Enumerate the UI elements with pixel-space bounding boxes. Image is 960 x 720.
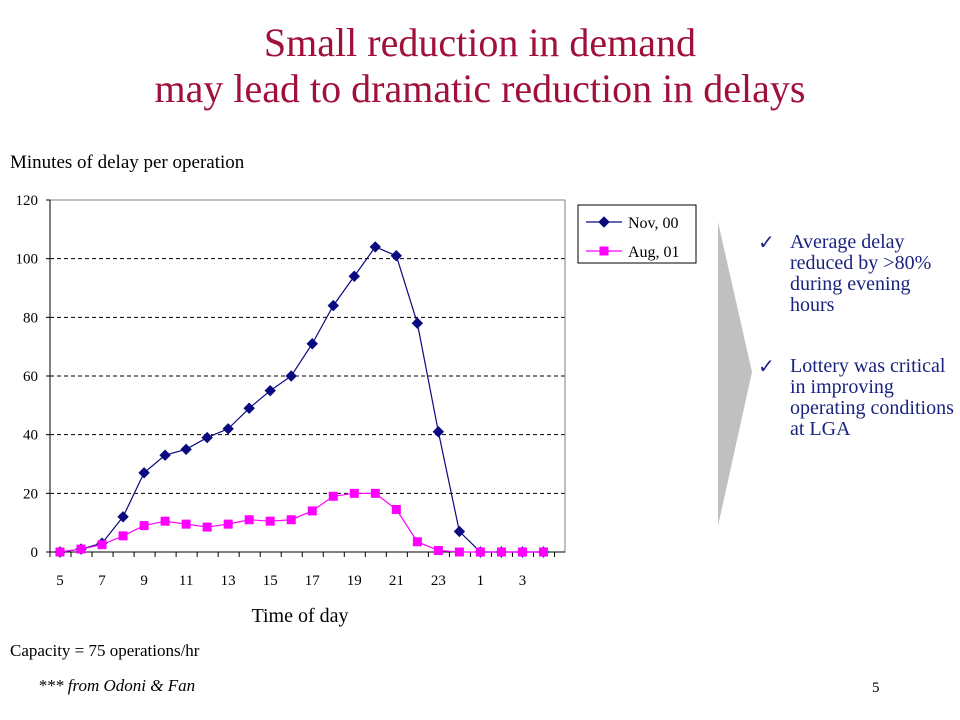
x-tick-label: 23 xyxy=(431,573,446,589)
data-point-aug xyxy=(244,515,254,525)
data-point-nov xyxy=(264,384,276,397)
checkmark-icon: ✓ xyxy=(758,354,775,378)
capacity-note: Capacity = 75 operations/hr xyxy=(10,641,200,660)
x-tick-label: 15 xyxy=(263,573,278,589)
data-point-aug xyxy=(454,547,464,557)
title-line-1: Small reduction in demand xyxy=(263,20,697,65)
data-point-nov xyxy=(348,270,360,282)
data-point-aug xyxy=(496,547,506,557)
y-tick-label: 40 xyxy=(23,428,38,444)
slide-title: Small reduction in demand may lead to dr… xyxy=(0,20,960,112)
data-point-aug xyxy=(223,519,233,529)
data-point-aug xyxy=(118,531,128,541)
data-point-nov xyxy=(159,449,171,461)
x-tick-label: 7 xyxy=(98,573,106,589)
data-point-aug xyxy=(307,506,317,516)
legend-label: Aug, 01 xyxy=(628,244,680,261)
x-tick-label: 17 xyxy=(305,573,321,589)
y-tick-label: 120 xyxy=(16,193,39,209)
data-point-nov xyxy=(306,338,318,350)
bullet-item-lottery: ✓ Lottery was critical in improving oper… xyxy=(758,356,958,440)
chart-gridlines xyxy=(50,258,565,494)
x-tick-label: 19 xyxy=(347,573,362,589)
data-point-nov xyxy=(117,511,129,523)
y-tick-label: 0 xyxy=(31,545,39,561)
y-tick-label: 80 xyxy=(23,310,38,326)
bullet-text: Lottery was critical in improving operat… xyxy=(790,355,954,440)
chart-series-lines xyxy=(54,241,550,558)
data-point-aug xyxy=(433,546,443,556)
legend-marker xyxy=(598,216,610,228)
data-point-aug xyxy=(265,516,275,526)
data-point-nov xyxy=(390,250,403,262)
data-point-aug xyxy=(475,547,485,557)
data-point-aug xyxy=(328,491,338,501)
data-point-nov xyxy=(432,426,445,438)
chart-legend: Nov, 00 Aug, 01 xyxy=(577,204,697,264)
data-point-aug xyxy=(370,488,380,498)
x-tick-label: 9 xyxy=(140,573,148,589)
chevron-arrow-shape xyxy=(718,222,752,526)
data-point-aug xyxy=(55,547,65,557)
data-point-nov xyxy=(180,443,192,456)
data-point-nov xyxy=(222,423,234,435)
data-point-aug xyxy=(97,540,107,550)
legend-box xyxy=(577,204,697,264)
data-point-aug xyxy=(139,521,149,531)
checkmark-icon: ✓ xyxy=(758,230,775,254)
page-number: 5 xyxy=(872,680,880,696)
legend-marker xyxy=(599,246,609,256)
data-point-nov xyxy=(411,317,424,329)
x-tick-label: 21 xyxy=(389,573,404,589)
bullet-list: ✓ Average delay reduced by >80% during e… xyxy=(758,232,958,480)
y-tick-label: 20 xyxy=(23,486,38,502)
data-point-aug xyxy=(349,488,359,498)
series-line-nov xyxy=(59,246,544,553)
data-point-nov xyxy=(327,299,339,312)
data-point-aug xyxy=(517,547,527,557)
data-point-aug xyxy=(160,516,170,526)
x-tick-label: 13 xyxy=(221,573,236,589)
source-note: *** from Odoni & Fan xyxy=(38,676,196,695)
title-line-2: may lead to dramatic reduction in delays xyxy=(154,66,806,111)
bullet-text: Average delay reduced by >80% during eve… xyxy=(790,231,932,316)
y-axis-label: Minutes of delay per operation xyxy=(10,152,245,173)
data-point-aug xyxy=(202,522,212,532)
legend-label: Nov, 00 xyxy=(628,215,679,232)
data-point-nov xyxy=(369,241,382,253)
data-point-aug xyxy=(286,515,296,525)
data-point-nov xyxy=(243,402,255,414)
y-tick-label: 60 xyxy=(23,369,38,385)
data-point-nov xyxy=(201,431,213,444)
data-point-nov xyxy=(138,467,150,479)
bullet-item-delay: ✓ Average delay reduced by >80% during e… xyxy=(758,232,958,316)
data-point-aug xyxy=(412,537,422,547)
x-tick-label: 3 xyxy=(519,573,527,589)
x-tick-label: 1 xyxy=(477,573,485,589)
data-point-aug xyxy=(391,504,401,514)
data-point-aug xyxy=(181,519,191,529)
data-point-nov xyxy=(453,525,466,538)
x-tick-label: 5 xyxy=(56,573,64,589)
x-tick-label: 11 xyxy=(179,573,193,589)
data-point-nov xyxy=(285,370,297,382)
data-point-aug xyxy=(76,544,86,554)
y-tick-label: 100 xyxy=(16,252,39,268)
x-axis-label: Time of day xyxy=(251,605,348,627)
data-point-aug xyxy=(538,547,548,557)
